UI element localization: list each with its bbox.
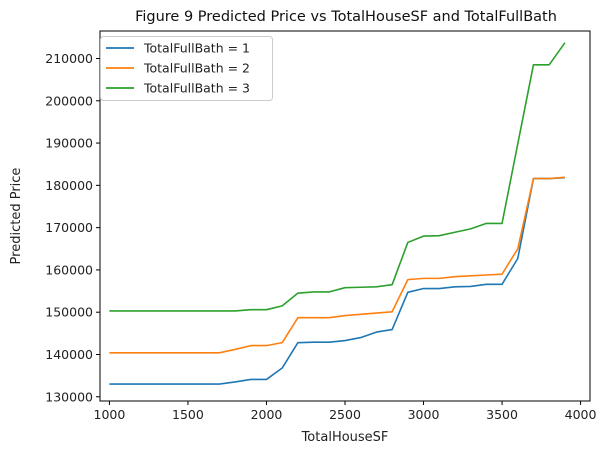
x-tick-label: 3500 <box>486 407 518 422</box>
x-tick-label: 2500 <box>329 407 361 422</box>
x-tick-label: 3000 <box>408 407 440 422</box>
chart-title: Figure 9 Predicted Price vs TotalHouseSF… <box>135 9 557 25</box>
y-tick-label: 200000 <box>45 93 93 108</box>
series-line-2 <box>109 176 565 354</box>
legend: TotalFullBath = 1 TotalFullBath = 2 TotalF… <box>100 36 273 101</box>
x-axis-ticks: 1000 1500 2000 2500 3000 3500 4000 <box>94 401 597 422</box>
y-tick-label: 170000 <box>45 220 93 235</box>
series-layer <box>109 42 566 385</box>
legend-label-3: TotalFullBath = 3 <box>143 81 250 96</box>
x-tick-label: 1500 <box>172 407 204 422</box>
y-tick-label: 180000 <box>45 178 93 193</box>
y-tick-label: 150000 <box>45 305 93 320</box>
legend-label-1: TotalFullBath = 1 <box>143 41 250 56</box>
x-tick-label: 2000 <box>251 407 283 422</box>
legend-box <box>100 36 273 101</box>
y-tick-label: 210000 <box>45 51 93 66</box>
series-line-1 <box>109 176 565 385</box>
y-tick-label: 140000 <box>45 347 93 362</box>
y-tick-label: 130000 <box>45 389 93 404</box>
y-axis-label: Predicted Price <box>9 168 24 265</box>
x-tick-label: 1000 <box>94 407 126 422</box>
y-tick-label: 160000 <box>45 262 93 277</box>
y-axis-ticks: 130000 140000 150000 160000 170000 180000 1900… <box>45 51 100 404</box>
series-line-3 <box>109 42 566 312</box>
y-tick-label: 190000 <box>45 136 93 151</box>
x-tick-label: 4000 <box>565 407 597 422</box>
x-axis-label: TotalHouseSF <box>301 430 389 445</box>
legend-label-2: TotalFullBath = 2 <box>143 61 250 76</box>
